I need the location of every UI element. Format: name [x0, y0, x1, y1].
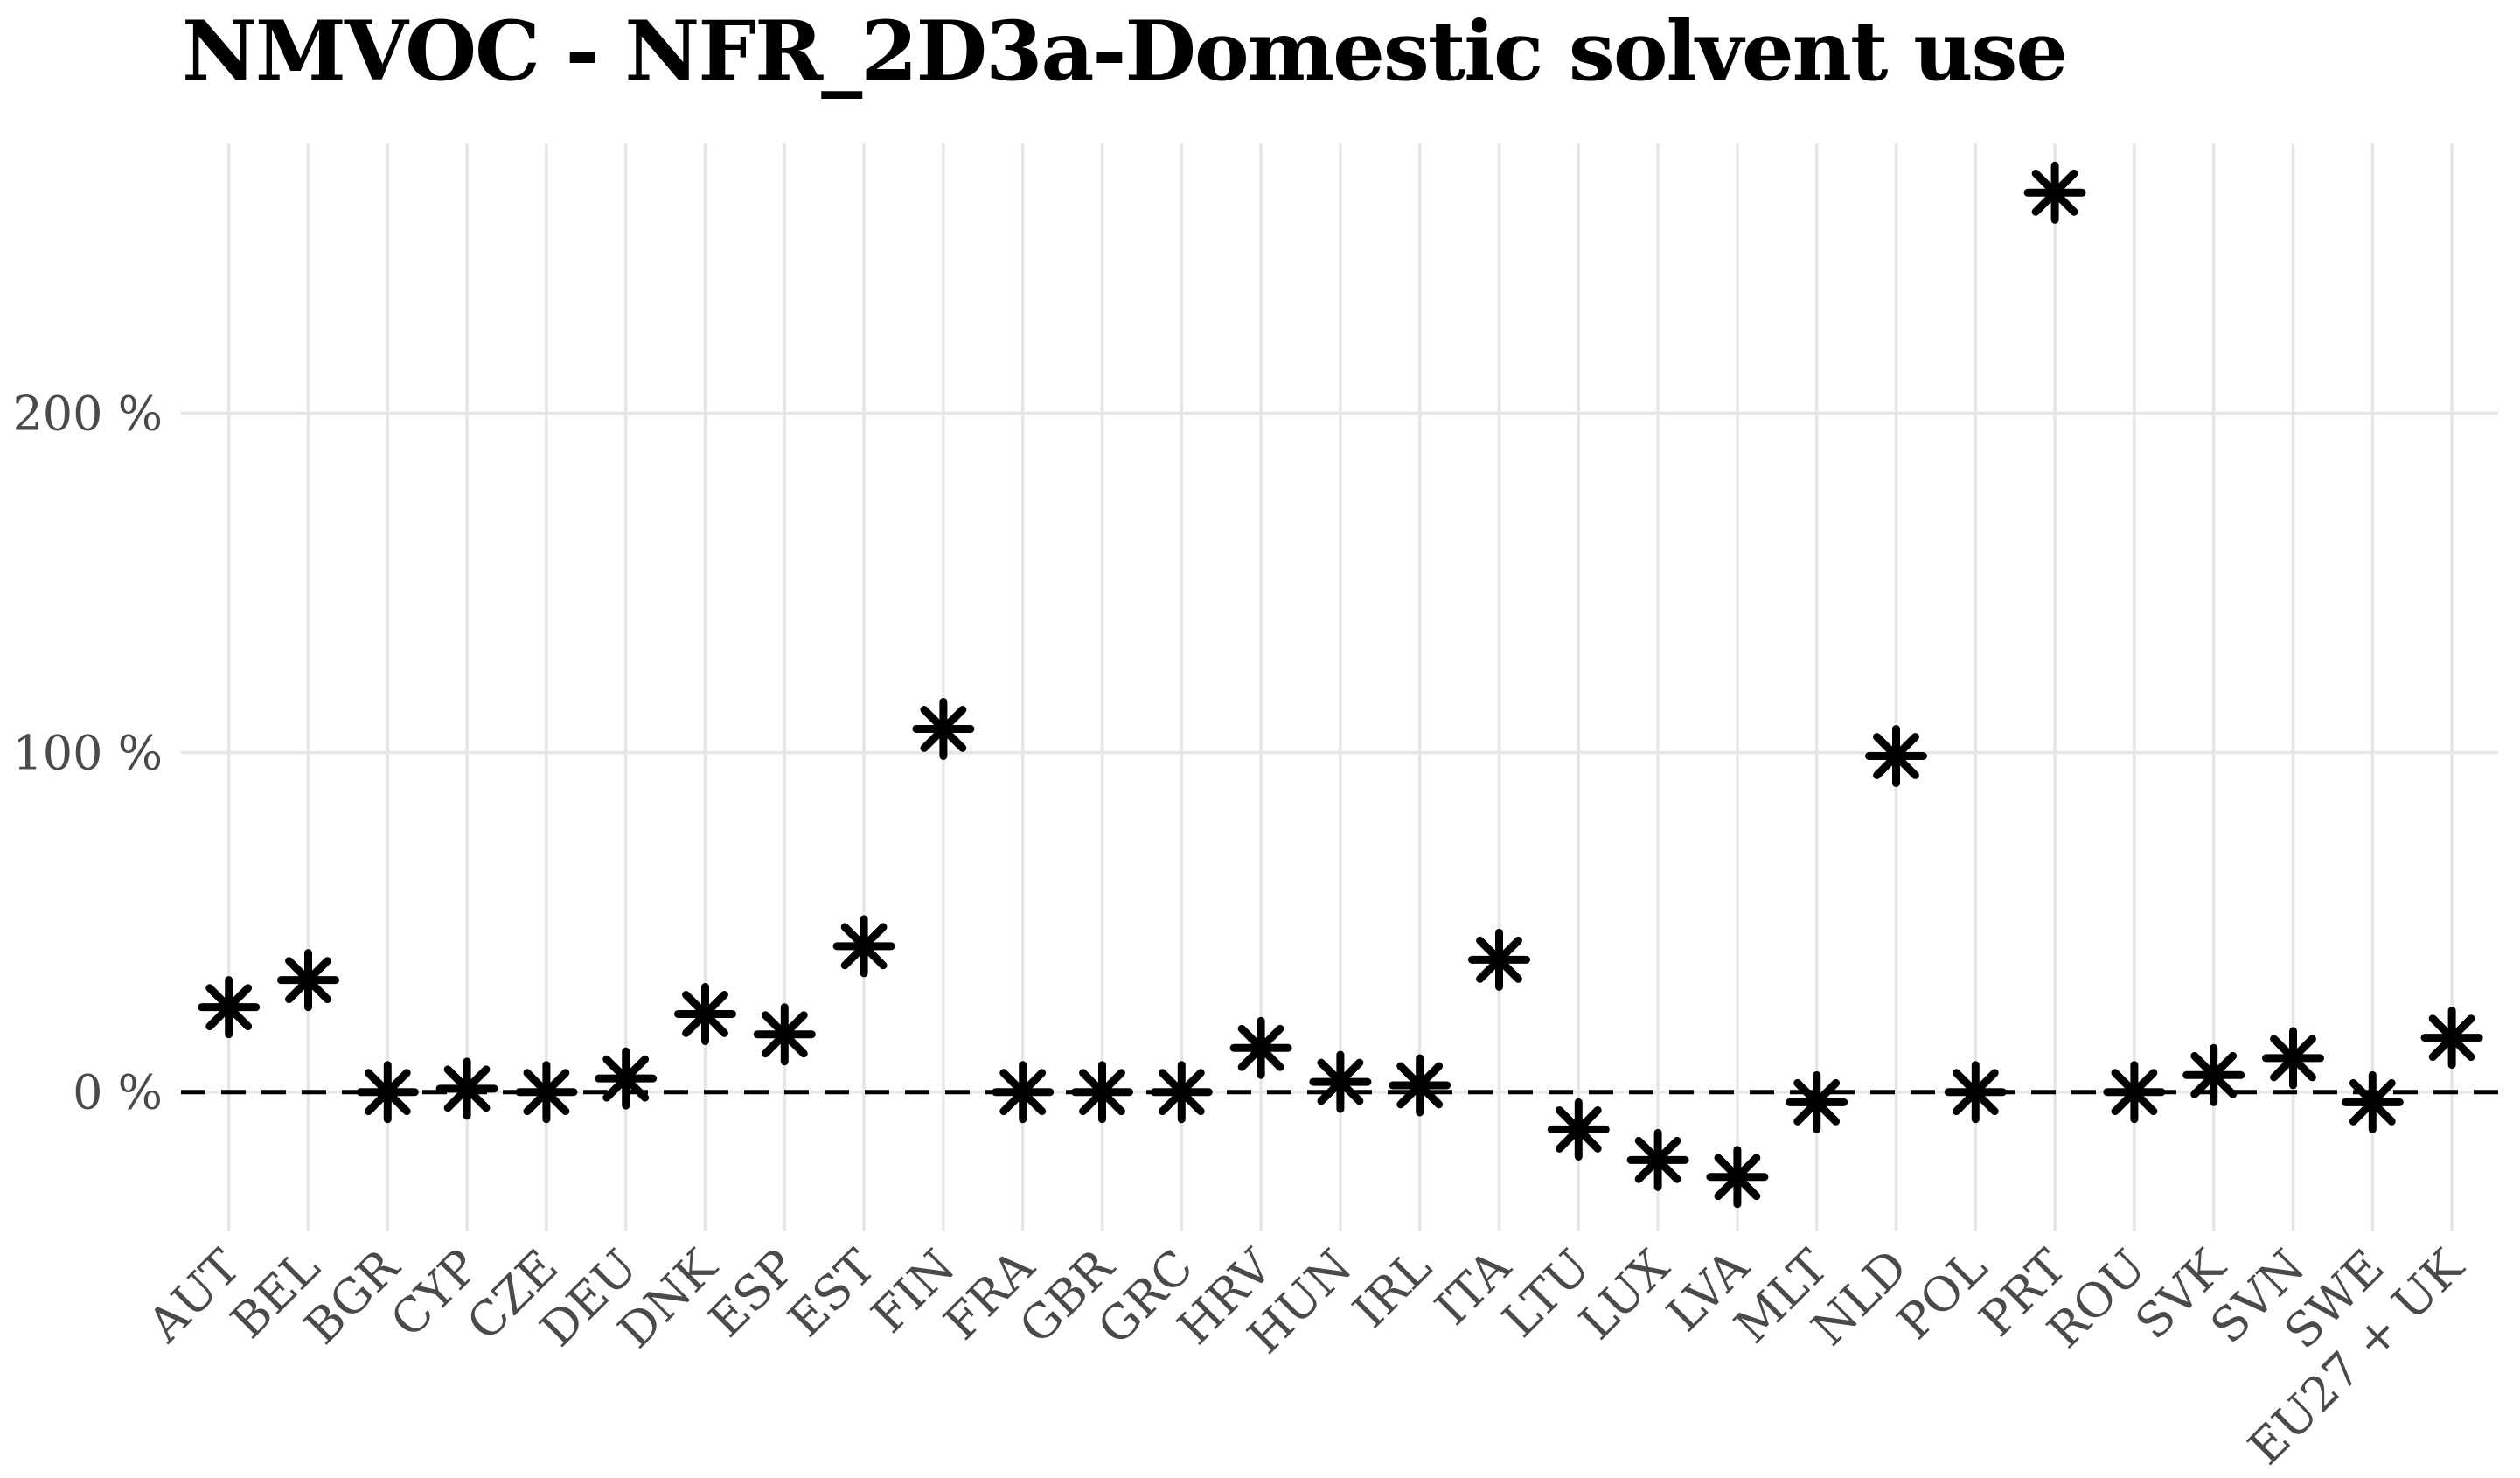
data-marker	[2349, 1078, 2396, 1126]
data-marker	[682, 991, 728, 1037]
x-tick-label: ESP	[698, 1239, 806, 1348]
x-tick-label: POL	[1887, 1239, 1998, 1350]
data-marker	[1079, 1069, 1125, 1116]
x-tick-label: LTU	[1492, 1239, 1600, 1348]
chart-title: NMVOC - NFR_2D3a-Domestic solvent use	[182, 3, 2068, 100]
x-tick-label: CYP	[380, 1239, 490, 1349]
data-marker	[205, 984, 253, 1031]
data-marker	[285, 957, 331, 1004]
data-marker	[1396, 1062, 1444, 1109]
data-marker	[761, 1011, 808, 1058]
y-tick-label: 100 %	[12, 726, 163, 781]
data-marker	[1714, 1154, 1761, 1201]
x-tick-label: EST	[777, 1239, 886, 1348]
data-marker	[2031, 169, 2078, 216]
data-marker	[2428, 1014, 2475, 1062]
data-marker	[602, 1055, 650, 1102]
data-marker	[1634, 1136, 1681, 1183]
data-marker	[443, 1065, 491, 1112]
data-marker	[2111, 1069, 2158, 1116]
data-marker	[2190, 1051, 2238, 1098]
data-marker	[1476, 936, 1522, 983]
data-marker	[999, 1069, 1047, 1116]
data-marker	[1555, 1105, 1602, 1153]
data-marker	[1952, 1069, 1999, 1116]
data-marker	[920, 706, 967, 752]
data-marker	[2270, 1035, 2316, 1082]
x-tick-label: LUX	[1569, 1238, 1681, 1350]
data-marker	[1793, 1078, 1841, 1126]
data-marker	[364, 1069, 411, 1116]
x-tick-label: IRL	[1342, 1239, 1442, 1339]
data-marker	[523, 1069, 570, 1116]
y-tick-label: 200 %	[12, 387, 163, 442]
data-marker	[840, 923, 888, 970]
y-tick-label: 0 %	[73, 1065, 163, 1120]
data-marker	[1317, 1058, 1364, 1105]
data-marker	[1873, 733, 1919, 779]
data-marker	[1158, 1069, 1205, 1116]
data-marker	[1237, 1024, 1284, 1071]
